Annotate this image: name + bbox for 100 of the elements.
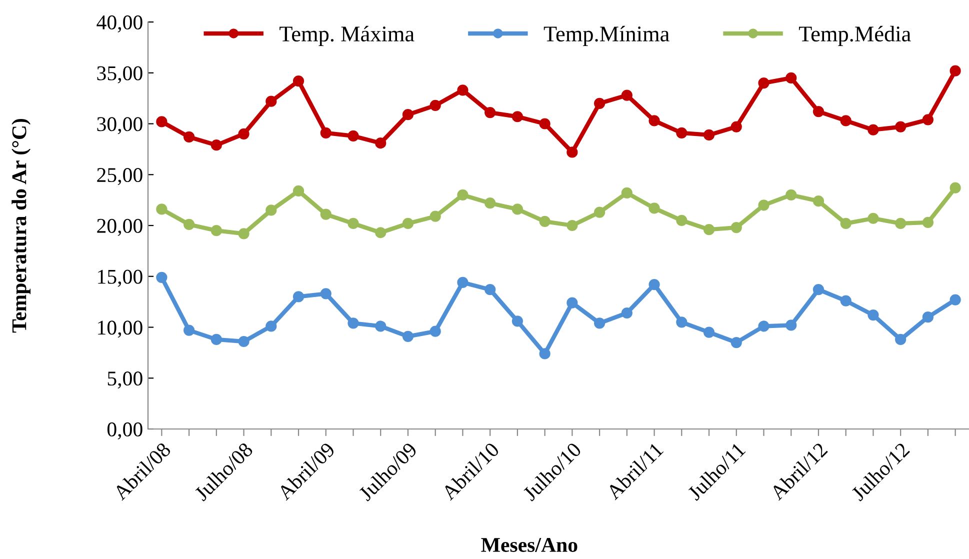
point — [840, 115, 852, 126]
y-tick-label: 40,00 — [96, 15, 142, 32]
point — [594, 98, 606, 109]
point — [210, 140, 222, 151]
point — [210, 225, 222, 236]
point — [238, 128, 250, 140]
point — [648, 278, 660, 290]
legend-label: Temp.Média — [798, 26, 911, 46]
point — [812, 196, 824, 207]
point — [238, 228, 250, 240]
point — [566, 297, 578, 308]
y-tick-label: 0,00 — [107, 422, 142, 440]
point — [594, 206, 606, 218]
point — [457, 84, 468, 96]
point — [676, 214, 688, 226]
point — [868, 124, 879, 136]
point — [950, 294, 961, 306]
point — [594, 318, 606, 329]
y-tick-label: 20,00 — [97, 218, 142, 236]
legend-label: Temp. Máxima — [280, 26, 414, 46]
point — [566, 220, 578, 232]
point — [156, 204, 168, 215]
point — [457, 276, 468, 288]
point — [210, 334, 222, 346]
point — [758, 320, 770, 332]
point — [266, 320, 277, 332]
point — [621, 307, 632, 319]
point — [648, 202, 660, 214]
point — [156, 116, 168, 128]
point — [320, 127, 332, 138]
point — [812, 284, 824, 296]
point — [320, 288, 332, 300]
point — [484, 198, 496, 209]
point — [868, 309, 879, 321]
point — [730, 222, 742, 234]
point — [539, 118, 550, 130]
y-tick-label: 10,00 — [98, 320, 142, 338]
point — [840, 218, 852, 230]
point — [621, 187, 632, 198]
point — [730, 336, 742, 348]
point — [539, 216, 550, 227]
point — [402, 109, 414, 120]
point — [812, 106, 824, 118]
point — [348, 130, 359, 142]
point — [430, 100, 441, 111]
point — [922, 114, 934, 126]
y-tick-label: 30,00 — [97, 117, 142, 134]
point — [348, 318, 359, 329]
point — [292, 75, 304, 87]
point — [266, 204, 277, 216]
point — [840, 295, 852, 306]
point — [868, 212, 879, 224]
point — [375, 320, 386, 332]
point — [786, 189, 797, 201]
point — [512, 204, 524, 215]
point — [512, 111, 524, 122]
point — [292, 185, 304, 196]
point — [703, 224, 715, 236]
point — [375, 227, 386, 238]
point — [457, 189, 468, 201]
y-tick-label: 35,00 — [97, 66, 142, 84]
point — [402, 330, 414, 342]
point — [183, 324, 195, 336]
point — [621, 90, 632, 101]
x-axis-title: Meses/Ano — [481, 538, 578, 552]
point — [648, 115, 660, 126]
point — [484, 284, 496, 296]
point — [895, 121, 906, 132]
point — [922, 312, 934, 323]
point — [950, 182, 961, 194]
point — [402, 218, 414, 230]
point — [950, 65, 961, 76]
point — [758, 200, 770, 211]
point — [238, 336, 250, 348]
point — [703, 326, 715, 338]
point — [758, 77, 770, 89]
point — [895, 218, 906, 230]
point — [183, 131, 195, 143]
point — [320, 208, 332, 220]
point — [348, 218, 359, 230]
point — [292, 291, 304, 302]
y-tick-label: 15,00 — [98, 270, 142, 287]
point — [676, 316, 688, 328]
point — [183, 218, 195, 230]
point — [484, 107, 496, 118]
point — [786, 72, 797, 84]
legend-label: Temp.Mínima — [544, 26, 670, 46]
point — [430, 210, 441, 222]
point — [786, 320, 797, 331]
point — [430, 326, 441, 337]
point — [922, 216, 934, 228]
point — [512, 316, 524, 327]
point — [156, 272, 168, 283]
point — [566, 146, 578, 158]
point — [539, 348, 550, 360]
y-axis-title: Temperatura do Ar (°C) — [12, 118, 31, 333]
y-tick-label: 5,00 — [108, 372, 142, 389]
y-tick-label: 25,00 — [97, 168, 142, 186]
point — [676, 127, 688, 138]
point — [375, 138, 386, 149]
